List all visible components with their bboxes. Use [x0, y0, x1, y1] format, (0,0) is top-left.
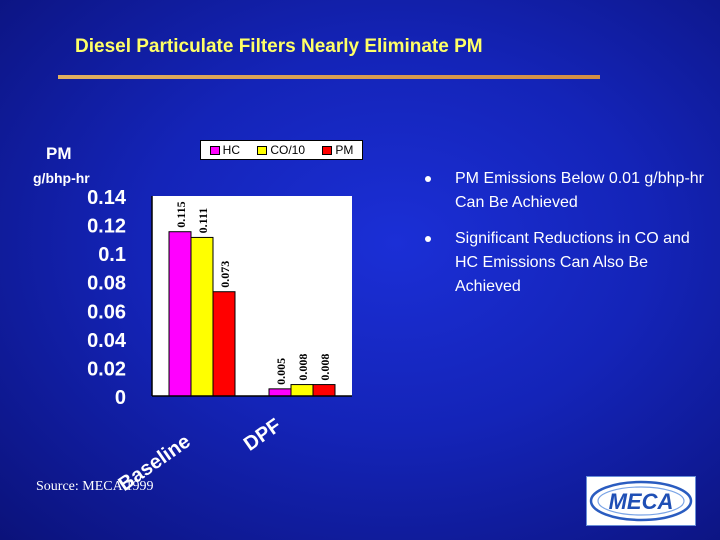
y-tick-label: 0.14 — [87, 187, 127, 209]
bullet-list: PM Emissions Below 0.01 g/bhp-hr Can Be … — [425, 167, 715, 311]
legend-swatch-co — [257, 145, 268, 155]
bullet-item: PM Emissions Below 0.01 g/bhp-hr Can Be … — [425, 167, 715, 215]
legend-swatch-pm — [322, 145, 333, 155]
bar-pm-baseline — [212, 291, 236, 397]
legend-entry-hc: HC — [209, 143, 240, 157]
y-tick-label: 0.08 — [87, 273, 126, 295]
title-underline — [58, 75, 600, 79]
legend-swatch-hc — [209, 145, 220, 155]
source-note: Source: MECA 1999 — [36, 479, 154, 494]
y-tick-label: 0.12 — [87, 216, 126, 238]
slide-title: Diesel Particulate Filters Nearly Elimin… — [75, 36, 483, 57]
bullet-dot-icon — [425, 236, 431, 242]
bullet-dot-icon — [425, 176, 431, 182]
bar-hc-dpf — [268, 388, 292, 397]
y-tick-label: 0.02 — [87, 358, 126, 380]
bar-co10-baseline — [190, 236, 214, 397]
meca-logo: MECA — [586, 476, 696, 526]
legend-label-hc: HC — [222, 143, 240, 157]
bar-co10-dpf — [290, 384, 314, 397]
chart-legend: HC CO/10 PM — [200, 140, 363, 160]
data-label: 0.008 — [318, 354, 332, 381]
y-axis-unit-gbhphr: g/bhp-hr — [33, 170, 90, 186]
data-label: 0.008 — [296, 354, 310, 381]
data-label: 0.073 — [218, 261, 232, 288]
y-tick-label: 0.1 — [98, 244, 126, 266]
legend-entry-co: CO/10 — [257, 143, 305, 157]
legend-entry-pm: PM — [322, 143, 353, 157]
y-tick-label: 0.04 — [87, 330, 127, 352]
bar-pm-dpf — [312, 384, 336, 397]
y-axis-unit-pm: PM — [46, 144, 72, 163]
legend-label-co: CO/10 — [270, 143, 305, 157]
bullet-text: Significant Reductions in CO and HC Emis… — [455, 230, 690, 295]
y-tick-label: 0 — [115, 387, 126, 409]
bar-hc-baseline — [168, 231, 192, 397]
meca-logo-icon: MECA — [589, 480, 693, 522]
y-tick-label: 0.06 — [87, 301, 126, 323]
data-label: 0.005 — [274, 358, 288, 385]
x-category-label: DPF — [240, 415, 285, 456]
data-label: 0.111 — [196, 208, 210, 234]
meca-logo-text: MECA — [609, 489, 674, 514]
legend-label-pm: PM — [335, 143, 354, 157]
bullet-text: PM Emissions Below 0.01 g/bhp-hr Can Be … — [455, 170, 704, 211]
data-label: 0.115 — [174, 201, 188, 227]
bullet-item: Significant Reductions in CO and HC Emis… — [425, 227, 715, 299]
